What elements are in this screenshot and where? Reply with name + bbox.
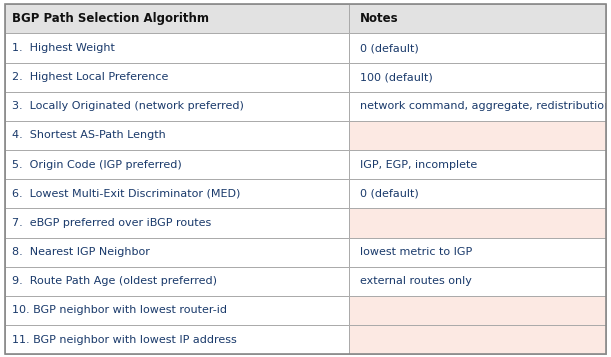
Text: 7.  eBGP preferred over iBGP routes: 7. eBGP preferred over iBGP routes xyxy=(12,218,211,228)
Bar xyxy=(5,325,349,354)
Bar xyxy=(5,237,349,267)
Bar xyxy=(5,208,349,237)
Text: 4.  Shortest AS-Path Length: 4. Shortest AS-Path Length xyxy=(12,130,166,141)
Bar xyxy=(5,296,349,325)
Bar xyxy=(5,179,349,208)
Text: 8.  Nearest IGP Neighbor: 8. Nearest IGP Neighbor xyxy=(12,247,150,257)
Bar xyxy=(349,150,606,179)
Text: external routes only: external routes only xyxy=(360,276,472,286)
Text: network command, aggregate, redistribution: network command, aggregate, redistributi… xyxy=(360,101,611,111)
Bar xyxy=(349,325,606,354)
Text: 2.  Highest Local Preference: 2. Highest Local Preference xyxy=(12,72,169,82)
Bar xyxy=(5,92,349,121)
Text: 1.  Highest Weight: 1. Highest Weight xyxy=(12,43,115,53)
Bar xyxy=(349,62,606,92)
Text: 10. BGP neighbor with lowest router-id: 10. BGP neighbor with lowest router-id xyxy=(12,305,227,316)
Bar xyxy=(349,267,606,296)
Text: lowest metric to IGP: lowest metric to IGP xyxy=(360,247,472,257)
Text: IGP, EGP, incomplete: IGP, EGP, incomplete xyxy=(360,160,477,170)
Bar xyxy=(5,4,349,34)
Text: 3.  Locally Originated (network preferred): 3. Locally Originated (network preferred… xyxy=(12,101,244,111)
Bar xyxy=(349,121,606,150)
Text: 0 (default): 0 (default) xyxy=(360,189,419,199)
Bar xyxy=(349,208,606,237)
Text: Notes: Notes xyxy=(360,12,398,25)
Text: 6.  Lowest Multi-Exit Discriminator (MED): 6. Lowest Multi-Exit Discriminator (MED) xyxy=(12,189,241,199)
Text: 100 (default): 100 (default) xyxy=(360,72,433,82)
Bar xyxy=(5,267,349,296)
Bar xyxy=(5,34,349,62)
Bar xyxy=(349,4,606,34)
Bar xyxy=(5,62,349,92)
Bar xyxy=(349,237,606,267)
Text: 9.  Route Path Age (oldest preferred): 9. Route Path Age (oldest preferred) xyxy=(12,276,217,286)
Text: 11. BGP neighbor with lowest IP address: 11. BGP neighbor with lowest IP address xyxy=(12,335,237,345)
Bar xyxy=(349,179,606,208)
Text: 0 (default): 0 (default) xyxy=(360,43,419,53)
Text: 5.  Origin Code (IGP preferred): 5. Origin Code (IGP preferred) xyxy=(12,160,182,170)
Text: BGP Path Selection Algorithm: BGP Path Selection Algorithm xyxy=(12,12,209,25)
Bar xyxy=(349,34,606,62)
Bar xyxy=(5,121,349,150)
Bar xyxy=(5,150,349,179)
Bar xyxy=(349,296,606,325)
Bar xyxy=(349,92,606,121)
